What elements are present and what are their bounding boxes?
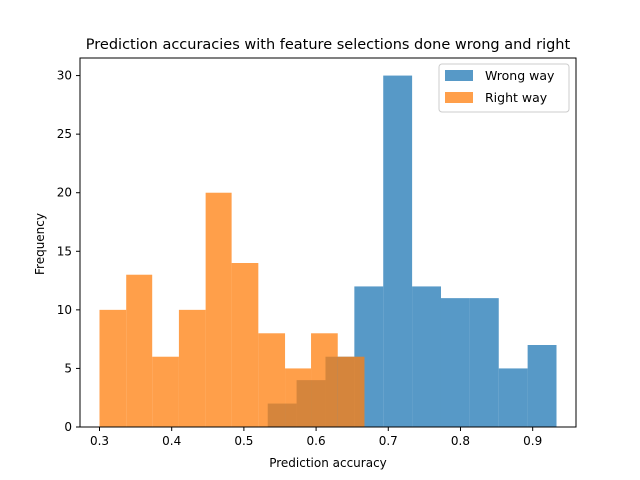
bars-layer [99, 75, 557, 428]
x-tick-label: 0.4 [162, 434, 181, 448]
y-tick-label: 25 [57, 127, 72, 141]
bar-wrong-way-6 [440, 298, 470, 427]
plot-frame [79, 57, 577, 428]
x-tick-label: 0.3 [90, 434, 109, 448]
legend-swatch-right-way [445, 92, 473, 103]
legend: Wrong way Right way [438, 63, 570, 113]
bar-wrong-way-4 [383, 75, 413, 428]
legend-swatch-wrong-way [445, 70, 473, 81]
bar-wrong-way-9 [527, 345, 557, 427]
y-tick-label: 10 [57, 303, 72, 317]
bar-right-way-9 [337, 356, 365, 427]
y-tick-label: 20 [57, 186, 72, 200]
bar-right-way-2 [152, 356, 179, 427]
x-tick-label: 0.9 [523, 434, 542, 448]
x-axis-ticks: 0.3 0.4 0.5 0.6 0.7 0.8 0.9 [90, 427, 542, 448]
bar-right-way-7 [285, 368, 312, 427]
bar-right-way-1 [126, 274, 153, 427]
x-tick-label: 0.7 [379, 434, 398, 448]
x-axis-label: Prediction accuracy [269, 456, 387, 470]
bar-wrong-way-5 [412, 286, 441, 427]
bar-right-way-5 [231, 263, 259, 427]
y-tick-label: 5 [64, 361, 72, 375]
bar-right-way-0 [99, 309, 127, 427]
bar-right-way-3 [178, 309, 206, 427]
y-tick-label: 30 [57, 69, 72, 83]
y-tick-label: 0 [64, 420, 72, 434]
bar-right-way-8 [311, 333, 338, 427]
x-tick-label: 0.8 [451, 434, 470, 448]
bar-wrong-way-8 [498, 368, 528, 427]
bar-right-way-4 [205, 192, 232, 427]
y-tick-label: 15 [57, 244, 72, 258]
legend-label-wrong-way: Wrong way [485, 68, 555, 83]
chart-title: Prediction accuracies with feature selec… [86, 37, 571, 53]
y-axis-label: Frequency [33, 213, 47, 275]
y-axis-ticks: 0 5 10 15 20 25 30 [57, 69, 80, 434]
bar-right-way-6 [258, 333, 286, 427]
bar-wrong-way-7 [469, 298, 499, 427]
x-tick-label: 0.5 [234, 434, 253, 448]
legend-label-right-way: Right way [485, 90, 548, 105]
x-tick-label: 0.6 [307, 434, 326, 448]
